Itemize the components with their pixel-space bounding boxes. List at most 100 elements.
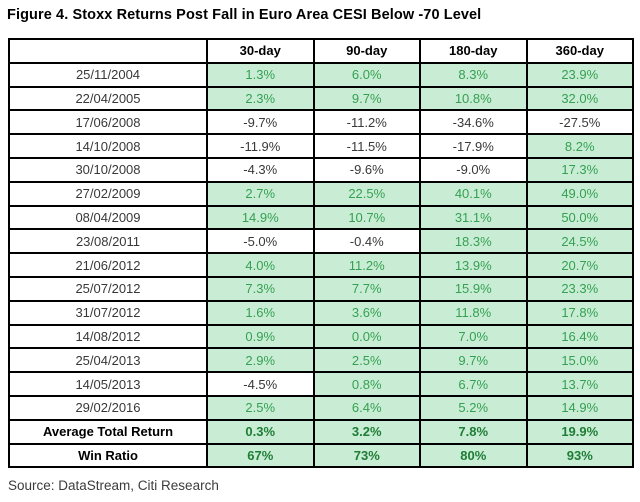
return-value-cell: 50.0% [525,204,634,231]
return-value-cell: 20.7% [525,252,634,278]
event-date-cell: 21/06/2012 [8,252,208,278]
summary-value-cell: 7.8% [419,418,528,445]
summary-row: Win Ratio 67% 73% 80% 93% [8,442,634,469]
summary-label-cell: Win Ratio [8,442,208,469]
return-value-cell: 14.9% [206,204,315,231]
return-value-cell: 15.0% [525,347,634,374]
return-value-cell: 14.9% [525,394,634,421]
table-row: 25/11/2004 1.3% 6.0% 8.3% 23.9% [8,61,634,88]
return-value-cell: 24.5% [525,228,634,255]
table-row: 29/02/2016 2.5% 6.4% 5.2% 14.9% [8,394,634,421]
header-row: 30-day 90-day 180-day 360-day [8,38,634,64]
summary-label-cell: Average Total Return [8,418,208,445]
return-value-cell: -9.7% [206,109,315,136]
event-date-cell: 25/07/2012 [8,275,208,302]
return-value-cell: 9.7% [419,347,528,374]
return-value-cell: 13.9% [419,252,528,278]
summary-value-cell: 73% [312,442,421,469]
return-value-cell: 8.3% [419,61,528,88]
return-value-cell: 8.2% [525,133,634,159]
return-value-cell: -9.0% [419,156,528,183]
column-header-360-day: 360-day [525,38,634,64]
return-value-cell: 7.3% [206,275,315,302]
table-row: 31/07/2012 1.6% 3.6% 11.8% 17.8% [8,299,634,326]
return-value-cell: 23.3% [525,275,634,302]
event-date-cell: 31/07/2012 [8,299,208,326]
return-value-cell: 15.9% [419,275,528,302]
return-value-cell: 11.2% [312,252,421,278]
table-row: 22/04/2005 2.3% 9.7% 10.8% 32.0% [8,85,634,112]
return-value-cell: 2.3% [206,85,315,112]
table-header: 30-day 90-day 180-day 360-day [8,38,634,64]
return-value-cell: -11.2% [312,109,421,136]
return-value-cell: 0.9% [206,323,315,350]
event-date-cell: 25/04/2013 [8,347,208,374]
return-value-cell: 31.1% [419,204,528,231]
return-value-cell: 7.7% [312,275,421,302]
return-value-cell: -4.5% [206,371,315,397]
return-value-cell: 23.9% [525,61,634,88]
return-value-cell: 2.9% [206,347,315,374]
return-value-cell: 9.7% [312,85,421,112]
return-value-cell: 6.4% [312,394,421,421]
column-header-90-day: 90-day [312,38,421,64]
return-value-cell: 10.7% [312,204,421,231]
table-row: 25/07/2012 7.3% 7.7% 15.9% 23.3% [8,275,634,302]
event-date-cell: 29/02/2016 [8,394,208,421]
table-row: 08/04/2009 14.9% 10.7% 31.1% 50.0% [8,204,634,231]
table-row: 23/08/2011 -5.0% -0.4% 18.3% 24.5% [8,228,634,255]
return-value-cell: -17.9% [419,133,528,159]
table-row: 17/06/2008 -9.7% -11.2% -34.6% -27.5% [8,109,634,136]
event-date-cell: 14/10/2008 [8,133,208,159]
return-value-cell: 6.7% [419,371,528,397]
return-value-cell: 17.3% [525,156,634,183]
return-value-cell: -27.5% [525,109,634,136]
column-header-180-day: 180-day [419,38,528,64]
summary-value-cell: 0.3% [206,418,315,445]
return-value-cell: -11.9% [206,133,315,159]
return-value-cell: 1.6% [206,299,315,326]
return-value-cell: 0.0% [312,323,421,350]
return-value-cell: -0.4% [312,228,421,255]
return-value-cell: 10.8% [419,85,528,112]
summary-value-cell: 19.9% [525,418,634,445]
return-value-cell: 16.4% [525,323,634,350]
event-date-cell: 23/08/2011 [8,228,208,255]
return-value-cell: 18.3% [419,228,528,255]
return-value-cell: 7.0% [419,323,528,350]
return-value-cell: 2.5% [206,394,315,421]
return-value-cell: -5.0% [206,228,315,255]
summary-row: Average Total Return 0.3% 3.2% 7.8% 19.9% [8,418,634,445]
summary-value-cell: 67% [206,442,315,469]
return-value-cell: 3.6% [312,299,421,326]
return-value-cell: -34.6% [419,109,528,136]
table-row: 27/02/2009 2.7% 22.5% 40.1% 49.0% [8,180,634,207]
return-value-cell: 49.0% [525,180,634,207]
table-row: 14/10/2008 -11.9% -11.5% -17.9% 8.2% [8,133,634,159]
summary-value-cell: 3.2% [312,418,421,445]
return-value-cell: 11.8% [419,299,528,326]
return-value-cell: 17.8% [525,299,634,326]
source-attribution: Source: DataStream, Citi Research [8,478,219,493]
summary-value-cell: 80% [419,442,528,469]
event-date-cell: 14/08/2012 [8,323,208,350]
return-value-cell: 2.7% [206,180,315,207]
return-value-cell: -4.3% [206,156,315,183]
table-row: 14/05/2013 -4.5% 0.8% 6.7% 13.7% [8,371,634,397]
table-row: 25/04/2013 2.9% 2.5% 9.7% 15.0% [8,347,634,374]
summary-value-cell: 93% [525,442,634,469]
return-value-cell: -11.5% [312,133,421,159]
event-date-cell: 27/02/2009 [8,180,208,207]
event-date-cell: 22/04/2005 [8,85,208,112]
column-header-30-day: 30-day [206,38,315,64]
return-value-cell: 5.2% [419,394,528,421]
return-value-cell: 1.3% [206,61,315,88]
return-value-cell: 2.5% [312,347,421,374]
table-row: 21/06/2012 4.0% 11.2% 13.9% 20.7% [8,252,634,278]
return-value-cell: -9.6% [312,156,421,183]
event-date-cell: 08/04/2009 [8,204,208,231]
return-value-cell: 13.7% [525,371,634,397]
event-date-cell: 30/10/2008 [8,156,208,183]
return-value-cell: 22.5% [312,180,421,207]
